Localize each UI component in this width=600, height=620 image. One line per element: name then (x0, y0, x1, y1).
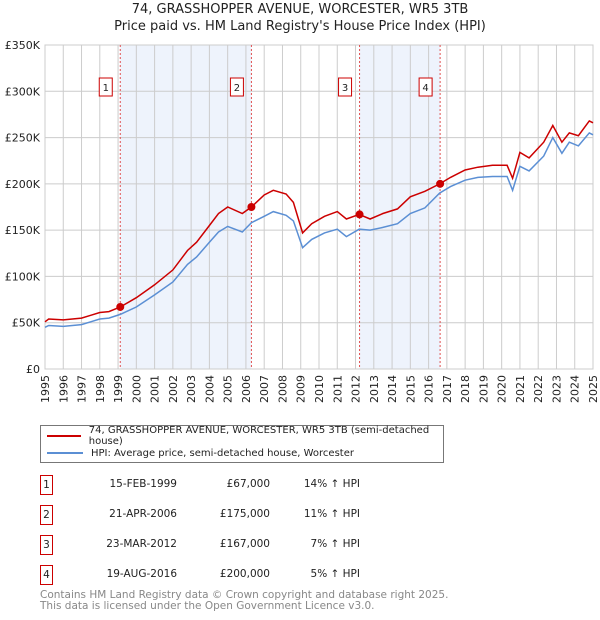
x-tick-label: 2016 (423, 375, 436, 403)
sale-price: £200,000 (219, 568, 270, 580)
x-tick-label: 2023 (550, 375, 563, 403)
legend-item-hpi: HPI: Average price, semi-detached house,… (47, 446, 354, 460)
x-tick-label: 2012 (350, 375, 363, 403)
x-tick-label: 2021 (514, 375, 527, 403)
legend: 74, GRASSHOPPER AVENUE, WORCESTER, WR5 3… (40, 425, 444, 463)
price-chart: 1995 1996 1997 1998 1999 2000 2001 2002 2003 2004… (5, 39, 600, 403)
x-tick-label: 2017 (441, 375, 454, 403)
sale-number: 2 (40, 505, 53, 525)
x-tick-label: 2008 (276, 375, 289, 403)
x-tick-label: 2015 (404, 375, 417, 403)
x-tick-label: 2011 (331, 375, 344, 403)
sale-label-box (98, 77, 113, 97)
x-tick-label: 2020 (496, 375, 509, 403)
x-tick-label: 2003 (185, 375, 198, 403)
sale-point (436, 179, 445, 188)
sale-hpi-diff: 7% ↑ HPI (310, 538, 360, 550)
x-tick-label: 2004 (203, 375, 216, 403)
y-tick-label: £200K (5, 178, 41, 191)
x-tick-label: 2005 (222, 375, 235, 403)
chart-title-line1: 74, GRASSHOPPER AVENUE, WORCESTER, WR5 3… (131, 2, 469, 17)
sale-label: 1 (103, 83, 109, 94)
y-tick-label: £250K (5, 132, 41, 145)
legend-swatch-hpi (47, 452, 83, 454)
y-tick-label: £150K (5, 224, 41, 237)
sale-label-box (418, 77, 433, 97)
sale-point (116, 302, 125, 311)
x-tick-label: 2009 (295, 375, 308, 403)
sale-date: 19-AUG-2016 (106, 568, 177, 580)
shaded-period (120, 45, 252, 369)
sale-date: 23-MAR-2012 (106, 538, 177, 550)
x-tick-label: 1997 (76, 375, 89, 403)
sale-label: 2 (234, 83, 240, 94)
footer: Contains HM Land Registry data © Crown c… (40, 590, 448, 611)
series-line (44, 131, 594, 328)
x-tick-label: 2000 (130, 375, 143, 403)
sale-hpi-diff: 5% ↑ HPI (310, 568, 360, 580)
sale-number: 1 (40, 475, 53, 495)
sale-hpi-diff: 14% ↑ HPI (303, 478, 360, 490)
sale-hpi-diff: 11% ↑ HPI (303, 508, 360, 520)
sale-number: 4 (40, 565, 53, 585)
legend-item-property: 74, GRASSHOPPER AVENUE, WORCESTER, WR5 3… (47, 425, 443, 447)
footer-licence: This data is licensed under the Open Gov… (40, 599, 375, 612)
chart-title-line2: Price paid vs. HM Land Registry's House … (114, 19, 486, 34)
x-tick-label: 1996 (57, 375, 70, 403)
x-tick-label: 2002 (167, 375, 180, 403)
sale-label-box (338, 77, 353, 97)
x-tick-label: 2013 (368, 375, 381, 403)
sale-date: 21-APR-2006 (109, 508, 177, 520)
sale-point (355, 210, 364, 219)
sale-label: 3 (342, 83, 348, 94)
sale-price: £175,000 (219, 508, 270, 520)
sale-label: 4 (422, 83, 428, 94)
x-tick-label: 2022 (532, 375, 545, 403)
sale-price: £167,000 (219, 538, 270, 550)
y-tick-label: £50K (12, 317, 41, 330)
series-line (44, 119, 594, 323)
sale-number: 3 (40, 535, 53, 555)
x-tick-label: 2018 (459, 375, 472, 403)
legend-swatch-property (47, 435, 81, 437)
sale-point (247, 203, 256, 211)
x-tick-label: 1998 (94, 375, 107, 403)
x-tick-label: 2025 (587, 375, 600, 403)
y-tick-label: £0 (26, 363, 40, 376)
x-tick-label: 2019 (477, 375, 490, 403)
x-tick-label: 2024 (569, 375, 582, 403)
sale-price: £67,000 (226, 478, 270, 490)
y-tick-label: £350K (5, 39, 41, 52)
sale-date: 15-FEB-1999 (109, 478, 177, 490)
x-tick-label: 1999 (112, 375, 125, 403)
x-tick-label: 2014 (386, 375, 399, 403)
y-tick-label: £300K (5, 85, 41, 98)
legend-label-property: 74, GRASSHOPPER AVENUE, WORCESTER, WR5 3… (88, 425, 430, 447)
x-tick-label: 1995 (39, 375, 52, 403)
x-tick-label: 2010 (313, 375, 326, 403)
footer-copyright: Contains HM Land Registry data © Crown c… (40, 589, 449, 601)
x-tick-label: 2006 (240, 375, 253, 403)
y-tick-label: £100K (5, 270, 41, 283)
legend-label-hpi: HPI: Average price, semi-detached house,… (91, 447, 354, 459)
sale-label-box (229, 77, 244, 97)
x-tick-label: 2007 (258, 375, 271, 403)
plot-frame (44, 44, 594, 370)
x-tick-label: 2001 (149, 375, 162, 403)
